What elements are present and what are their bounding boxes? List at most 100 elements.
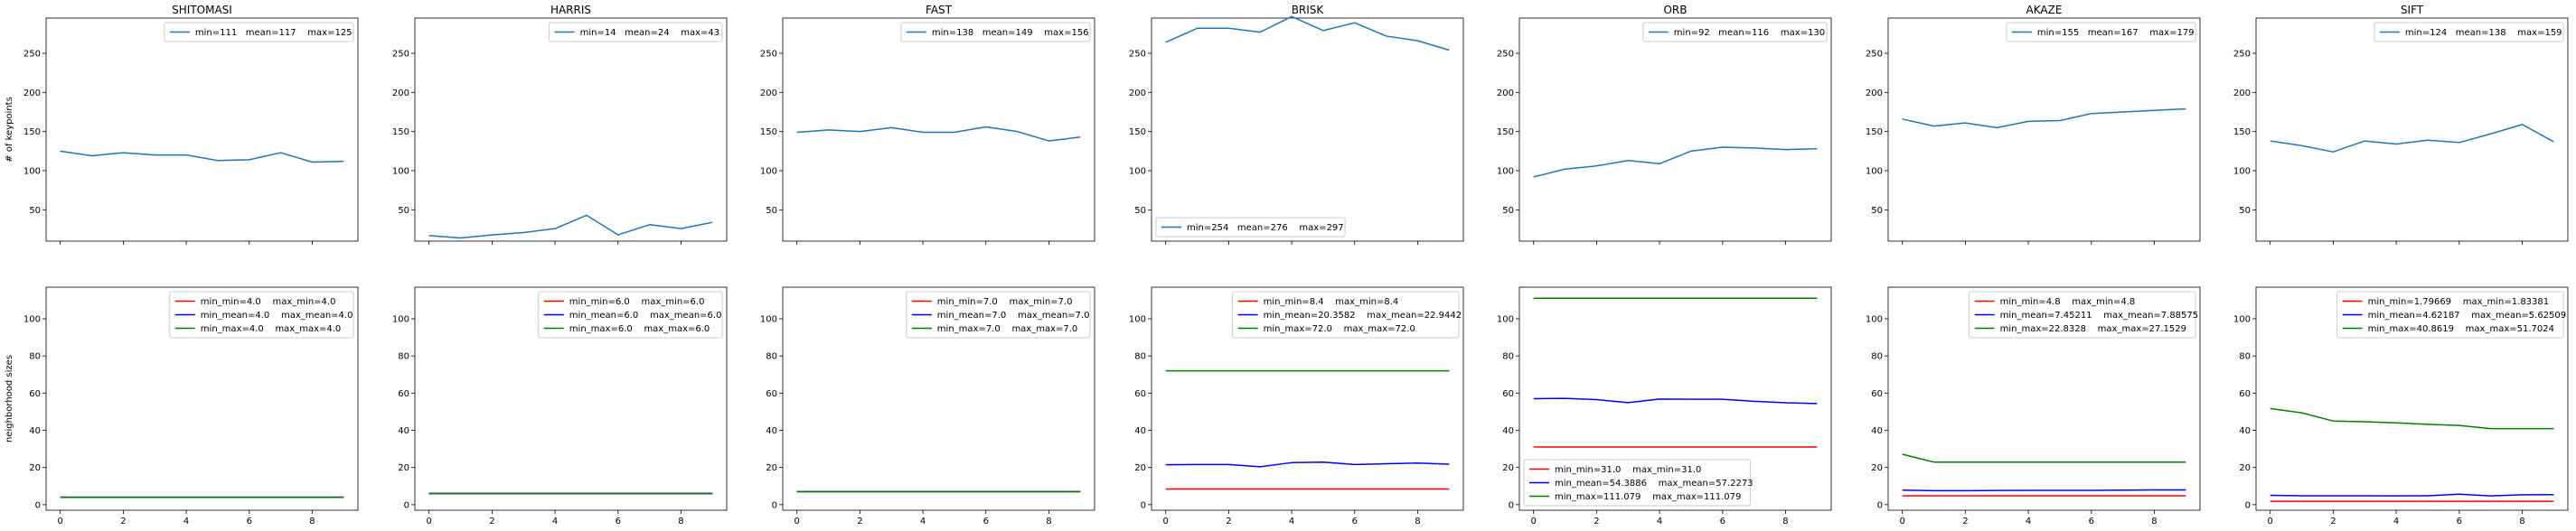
x-tick-label: 2	[120, 517, 126, 526]
axes-frame	[782, 286, 1095, 511]
y-tick-label: 20	[2239, 463, 2251, 473]
y-tick-label: 20	[766, 463, 777, 473]
x-tick-label: 8	[309, 517, 315, 526]
legend: min_min=1.79669 max_min=1.83381 min_mean=…	[2336, 291, 2567, 339]
y-tick-label: 100	[1866, 167, 1883, 177]
subplot-orb-neighborhood: 0 20 40 60 80 100 0 2 4 6 8 min_min=31.0 max_min=31…	[1497, 286, 1832, 526]
legend-entry: min_mean=4.0 max_mean=4.0	[201, 311, 353, 321]
subplot-shitomasi-neighborhood: 0 20 40 60 80 100 0 2 4 6 8 min_min=4.0 max_min=4.0…	[24, 286, 359, 526]
legend: min_min=4.8 max_min=4.8 min_mean=7.45211 …	[1969, 291, 2199, 339]
legend-entry: min_max=6.0 max_max=6.0	[569, 324, 710, 334]
y-tick-label: 250	[2233, 50, 2251, 60]
y-tick-label: 0	[1877, 500, 1883, 510]
x-tick-label: 0	[426, 517, 431, 526]
y-tick-label: 100	[760, 314, 777, 324]
x-tick-label: 2	[1962, 517, 1968, 526]
legend-box	[2006, 22, 2196, 42]
legend-entry: min=254 mean=276 max=297	[1187, 223, 1344, 233]
x-tick-label: 0	[1530, 517, 1536, 526]
subplot-title: ORB	[1663, 4, 1687, 16]
y-tick-label: 100	[392, 314, 409, 324]
legend-entry: min_mean=54.3886 max_mean=57.2273	[1555, 479, 1753, 489]
y-tick-label: 60	[1871, 389, 1883, 399]
mean-series-line	[2270, 493, 2554, 497]
legend: min=124 mean=138 max=159	[2374, 22, 2564, 42]
y-tick-label: 20	[1134, 463, 1146, 473]
subplot-title: AKAZE	[2026, 4, 2063, 16]
legend: min_min=4.0 max_min=4.0 min_mean=4.0 max_…	[169, 291, 354, 339]
x-tick-label: 8	[1782, 517, 1788, 526]
legend-box	[900, 22, 1091, 42]
axes-frame	[2255, 17, 2569, 242]
legend-box	[2374, 22, 2564, 42]
y-tick-label: 50	[398, 206, 409, 216]
subplot-harris-neighborhood: 0 20 40 60 80 100 0 2 4 6 8 min_min=6.0 max_min=6.0…	[392, 286, 728, 526]
legend-entry: min_mean=6.0 max_mean=6.0	[569, 311, 722, 321]
y-tick-label: 100	[2233, 314, 2251, 324]
mean-series-line	[1902, 489, 2186, 492]
legend: min=111 mean=117 max=125	[164, 22, 354, 42]
axes-frame	[1887, 17, 2201, 242]
x-tick-label: 4	[552, 517, 558, 526]
x-tick-label: 8	[1046, 517, 1051, 526]
legend-entry: min=14 mean=24 max=43	[580, 28, 720, 38]
legend-entry: min_mean=20.3582 max_mean=22.9442	[1264, 311, 1462, 321]
axes-frame	[1518, 286, 1832, 511]
legend-box	[1969, 291, 2196, 339]
legend-entry: min_min=7.0 max_min=7.0	[937, 297, 1073, 307]
x-tick-label: 4	[183, 517, 189, 526]
x-tick-label: 0	[57, 517, 62, 526]
y-tick-label: 150	[760, 127, 777, 137]
subplot-orb-keypoints: ORB 50 100 150 200 250 min=92 mean=116 max=130	[1497, 4, 1832, 245]
y-tick-label: 60	[398, 389, 409, 399]
legend-entry: min_min=6.0 max_min=6.0	[569, 297, 705, 307]
y-tick-label: 250	[1866, 50, 1883, 60]
y-tick-label: 80	[1502, 352, 1514, 362]
y-tick-label: 100	[760, 167, 777, 177]
legend: min=155 mean=167 max=179	[2006, 22, 2196, 42]
y-tick-label: 100	[1129, 167, 1146, 177]
axes-frame	[2255, 286, 2569, 511]
y-tick-label: 150	[1497, 127, 1514, 137]
y-axis-label: # of keypoints	[5, 97, 14, 163]
legend-box	[164, 22, 354, 42]
y-tick-label: 80	[2239, 352, 2251, 362]
x-tick-label: 4	[2026, 517, 2031, 526]
axes-frame	[1151, 17, 1464, 242]
y-tick-label: 20	[1502, 463, 1514, 473]
legend: min_min=31.0 max_min=31.0 min_mean=54.388…	[1523, 459, 1753, 507]
subplot-fast-neighborhood: 0 20 40 60 80 100 0 2 4 6 8 min_min=7.0 max_min=7.0…	[760, 286, 1095, 526]
x-tick-label: 0	[794, 517, 799, 526]
y-tick-label: 150	[392, 127, 409, 137]
x-tick-label: 6	[247, 517, 252, 526]
x-tick-label: 8	[2151, 517, 2157, 526]
legend-box	[169, 291, 354, 339]
legend-entry: min_mean=4.62187 max_mean=5.62509	[2368, 311, 2567, 321]
y-tick-label: 40	[1134, 426, 1146, 436]
y-tick-label: 200	[1497, 88, 1514, 98]
y-tick-label: 100	[392, 167, 409, 177]
legend-entry: min=124 mean=138 max=159	[2405, 28, 2562, 38]
y-axis-label: neighborhood sizes	[5, 355, 14, 442]
keypoints-line	[1165, 15, 1450, 51]
legend-box	[1232, 291, 1460, 339]
y-tick-label: 0	[404, 500, 409, 510]
x-tick-label: 8	[1415, 517, 1420, 526]
y-tick-label: 100	[1497, 167, 1514, 177]
y-tick-label: 50	[29, 206, 41, 216]
y-tick-label: 200	[1866, 88, 1883, 98]
y-tick-label: 250	[1129, 50, 1146, 60]
mean-series-line	[1165, 461, 1450, 468]
axes-frame	[45, 286, 359, 511]
x-tick-label: 4	[1289, 517, 1294, 526]
x-tick-label: 4	[2393, 517, 2399, 526]
legend-entry: min_min=4.8 max_min=4.8	[2000, 297, 2136, 307]
legend-entry: min=92 mean=116 max=130	[1674, 28, 1825, 38]
axes-frame	[414, 17, 728, 242]
y-tick-label: 200	[2233, 88, 2251, 98]
axes-frame	[1518, 17, 1832, 242]
legend-entry: min_max=4.0 max_max=4.0	[201, 324, 341, 334]
x-tick-label: 2	[489, 517, 494, 526]
legend-entry: min_mean=7.45211 max_mean=7.88575	[2000, 311, 2199, 321]
legend: min=254 mean=276 max=297	[1155, 217, 1346, 238]
